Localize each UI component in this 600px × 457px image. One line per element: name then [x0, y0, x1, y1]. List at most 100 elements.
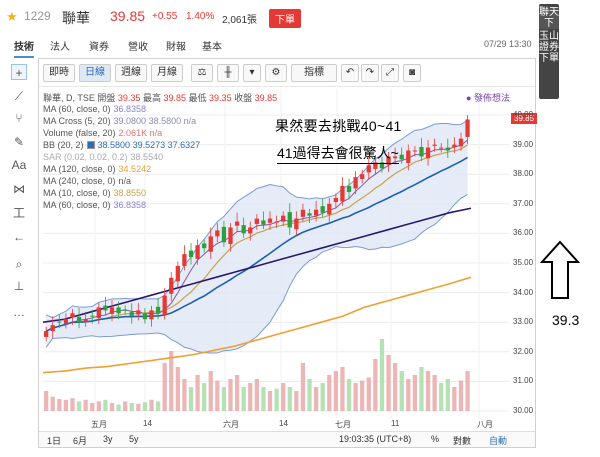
ohlc-readout: 聯華, D, TSE 開盤 39.35 最高 39.85 最低 39.35 收盤… — [43, 91, 277, 104]
candle-type-icon[interactable]: ╫ — [217, 64, 239, 82]
period-monthly-button[interactable]: 月線 — [151, 64, 183, 82]
candle-body — [465, 119, 470, 137]
more-icon[interactable]: … — [13, 305, 25, 319]
camera-icon[interactable]: ◙ — [403, 64, 421, 82]
y-tick-label: 39.00 — [513, 139, 534, 149]
close-value: 39.85 — [254, 93, 278, 103]
price-chart-canvas[interactable] — [39, 59, 535, 431]
indicators-label: 指標 — [304, 67, 324, 78]
range-3y-button[interactable]: 3y — [103, 434, 113, 444]
x-tick-label: 六月 — [223, 420, 239, 429]
auto-scale-toggle[interactable]: 自動 — [489, 436, 508, 446]
volume-bar — [116, 404, 121, 411]
zoom-icon[interactable]: ⌕ — [15, 257, 23, 271]
high-label: 最高 — [142, 93, 161, 103]
back-arrow-icon[interactable]: ← — [13, 230, 25, 244]
settings-icon[interactable]: ⚙ — [265, 64, 287, 82]
period-weekly-button[interactable]: 週線 — [115, 64, 147, 82]
tab-revenue[interactable]: 營收 — [128, 42, 148, 53]
text-icon[interactable]: Aa — [11, 158, 27, 172]
candle-body — [195, 245, 200, 259]
volume-bar — [109, 403, 115, 411]
brush-icon[interactable]: ✎ — [13, 135, 25, 149]
candle-body — [261, 220, 266, 225]
ma10-line — [45, 144, 468, 332]
color-swatch — [86, 141, 95, 149]
side-order-button[interactable]: 聯天下 玉山證券下單 — [539, 4, 559, 99]
candle-body — [188, 250, 194, 258]
candle-body — [419, 146, 424, 157]
volume-bar — [439, 383, 444, 411]
chart-panel[interactable]: 即時 日線 週線 月線 ⚖ ╫ ▾ ⚙ 指標 ↶ ↷ ⤢ ◙ 聯華, D, TS… — [38, 58, 538, 448]
volume-bar — [254, 379, 259, 411]
x-tick-label: 14 — [279, 419, 288, 428]
candle-body — [109, 307, 115, 314]
pattern-icon[interactable]: ⋈ — [13, 182, 25, 196]
tab-technical[interactable]: 技術 — [14, 38, 34, 58]
legend-item[interactable]: MA (120, close, 0) 34.5242 — [43, 164, 152, 174]
period-realtime-button[interactable]: 即時 — [43, 64, 75, 82]
tab-basic[interactable]: 基本 — [202, 42, 222, 53]
y-tick-label: 32.00 — [513, 346, 534, 356]
stock-price: 39.85 — [110, 8, 146, 24]
annotation-line-1: 果然要去挑戰40~41 — [275, 118, 402, 134]
tab-financials[interactable]: 財報 — [166, 42, 186, 53]
candle-body — [215, 230, 220, 237]
candle-body — [90, 315, 95, 317]
volume-bar — [274, 388, 279, 411]
volume-bar — [215, 380, 220, 411]
volume-bars — [44, 339, 470, 411]
legend-item[interactable]: MA Cross (5, 20) 39.0800 38.5800 n/a — [43, 116, 197, 126]
candle-body — [142, 313, 148, 320]
candle-body — [392, 156, 398, 159]
candle-body — [44, 331, 49, 337]
range-6m-button[interactable]: 6月 — [73, 436, 88, 446]
range-5y-button[interactable]: 5y — [129, 434, 139, 444]
volume-bar — [155, 401, 161, 411]
candle-body — [57, 321, 62, 323]
log-toggle[interactable]: 對數 — [453, 436, 472, 446]
legend-item[interactable]: MA (240, close, 0) n/a — [43, 176, 132, 186]
candle-body — [83, 319, 88, 323]
quote-header: ★ 1229 聯華 39.85 +0.55 1.40% 2,061張 下單 — [0, 0, 600, 34]
volume-bar — [294, 391, 299, 411]
bollinger-middle — [45, 156, 468, 332]
favorite-star-icon[interactable]: ★ — [6, 9, 18, 24]
legend-item[interactable]: Volume (false, 20) 2.061K n/a — [43, 128, 163, 138]
legend-item[interactable]: MA (10, close, 0) 38.8550 — [43, 188, 147, 198]
x-tick-label: 11 — [391, 419, 400, 428]
trendline-icon[interactable]: ⟋ — [14, 89, 24, 103]
fullscreen-icon[interactable]: ⤢ — [381, 64, 399, 82]
tab-margin[interactable]: 資券 — [89, 42, 109, 53]
legend-item[interactable]: BB (20, 2) 38.5800 39.5273 37.6327 — [43, 140, 201, 150]
ma120-line — [42, 276, 472, 374]
period-daily-button[interactable]: 日線 — [79, 64, 111, 82]
crosshair-icon[interactable]: + — [11, 64, 27, 80]
undo-icon[interactable]: ↶ — [341, 64, 359, 82]
volume-bar — [76, 401, 82, 411]
publish-idea-link[interactable]: ● 發佈想法 — [466, 93, 510, 103]
candle-body — [182, 254, 187, 266]
candle-body — [327, 203, 332, 215]
redo-icon[interactable]: ↷ — [361, 64, 379, 82]
tab-institutional[interactable]: 法人 — [50, 42, 70, 53]
candle-body — [366, 165, 371, 173]
volume-bar — [392, 363, 398, 411]
indicators-button[interactable]: 指標 — [291, 64, 337, 82]
order-button[interactable]: 下單 — [269, 9, 301, 28]
legend-item[interactable]: MA (60, close, 0) 36.8358 — [43, 200, 147, 210]
percent-toggle[interactable]: % — [431, 434, 440, 444]
legend-item[interactable]: SAR (0.02, 0.02, 0.2) 38.5540 — [43, 152, 164, 162]
candle-body — [281, 215, 286, 222]
last-price-marker: 39.85 — [511, 113, 538, 124]
legend-item[interactable]: MA (60, close, 0) 36.8358 — [43, 104, 147, 114]
fib-icon[interactable]: 工 — [12, 206, 25, 220]
range-1d-button[interactable]: 1日 — [47, 436, 62, 446]
fork-icon[interactable]: ⑂ — [15, 111, 23, 125]
volume-bar — [360, 380, 365, 411]
volume-bar — [142, 402, 148, 411]
chevron-down-icon[interactable]: ▾ — [243, 64, 261, 82]
scale-icon[interactable]: ⚖ — [191, 64, 213, 82]
measure-icon[interactable]: ⊥ — [13, 279, 25, 293]
candle-body — [254, 218, 259, 224]
